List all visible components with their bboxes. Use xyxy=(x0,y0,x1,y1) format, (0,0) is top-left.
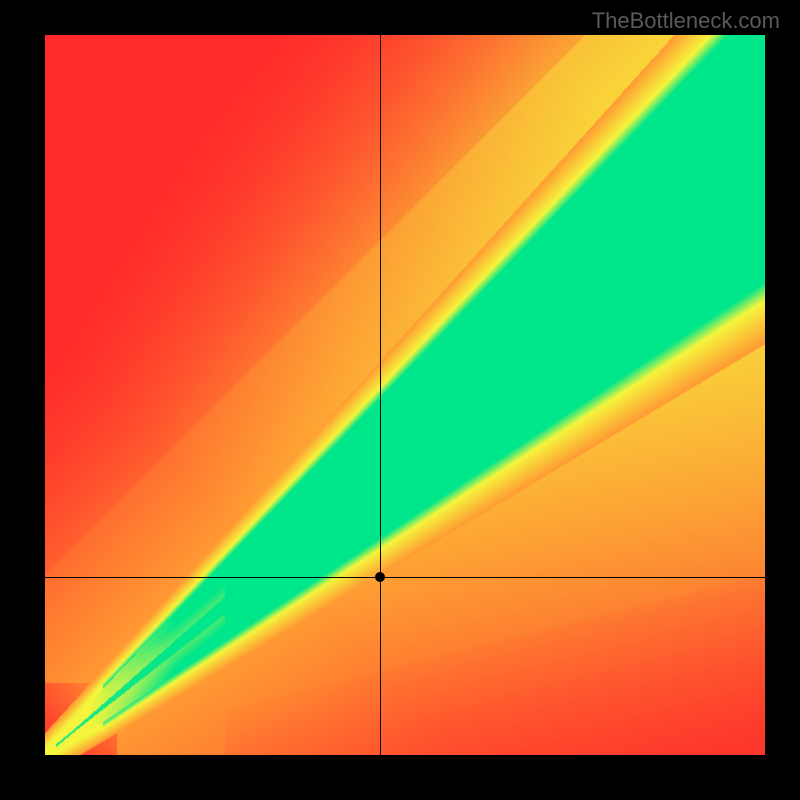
watermark-text: TheBottleneck.com xyxy=(592,8,780,34)
heatmap-plot xyxy=(45,35,765,755)
heatmap-canvas xyxy=(45,35,765,755)
crosshair-marker xyxy=(375,572,385,582)
crosshair-horizontal xyxy=(45,577,765,578)
crosshair-vertical xyxy=(380,35,381,755)
